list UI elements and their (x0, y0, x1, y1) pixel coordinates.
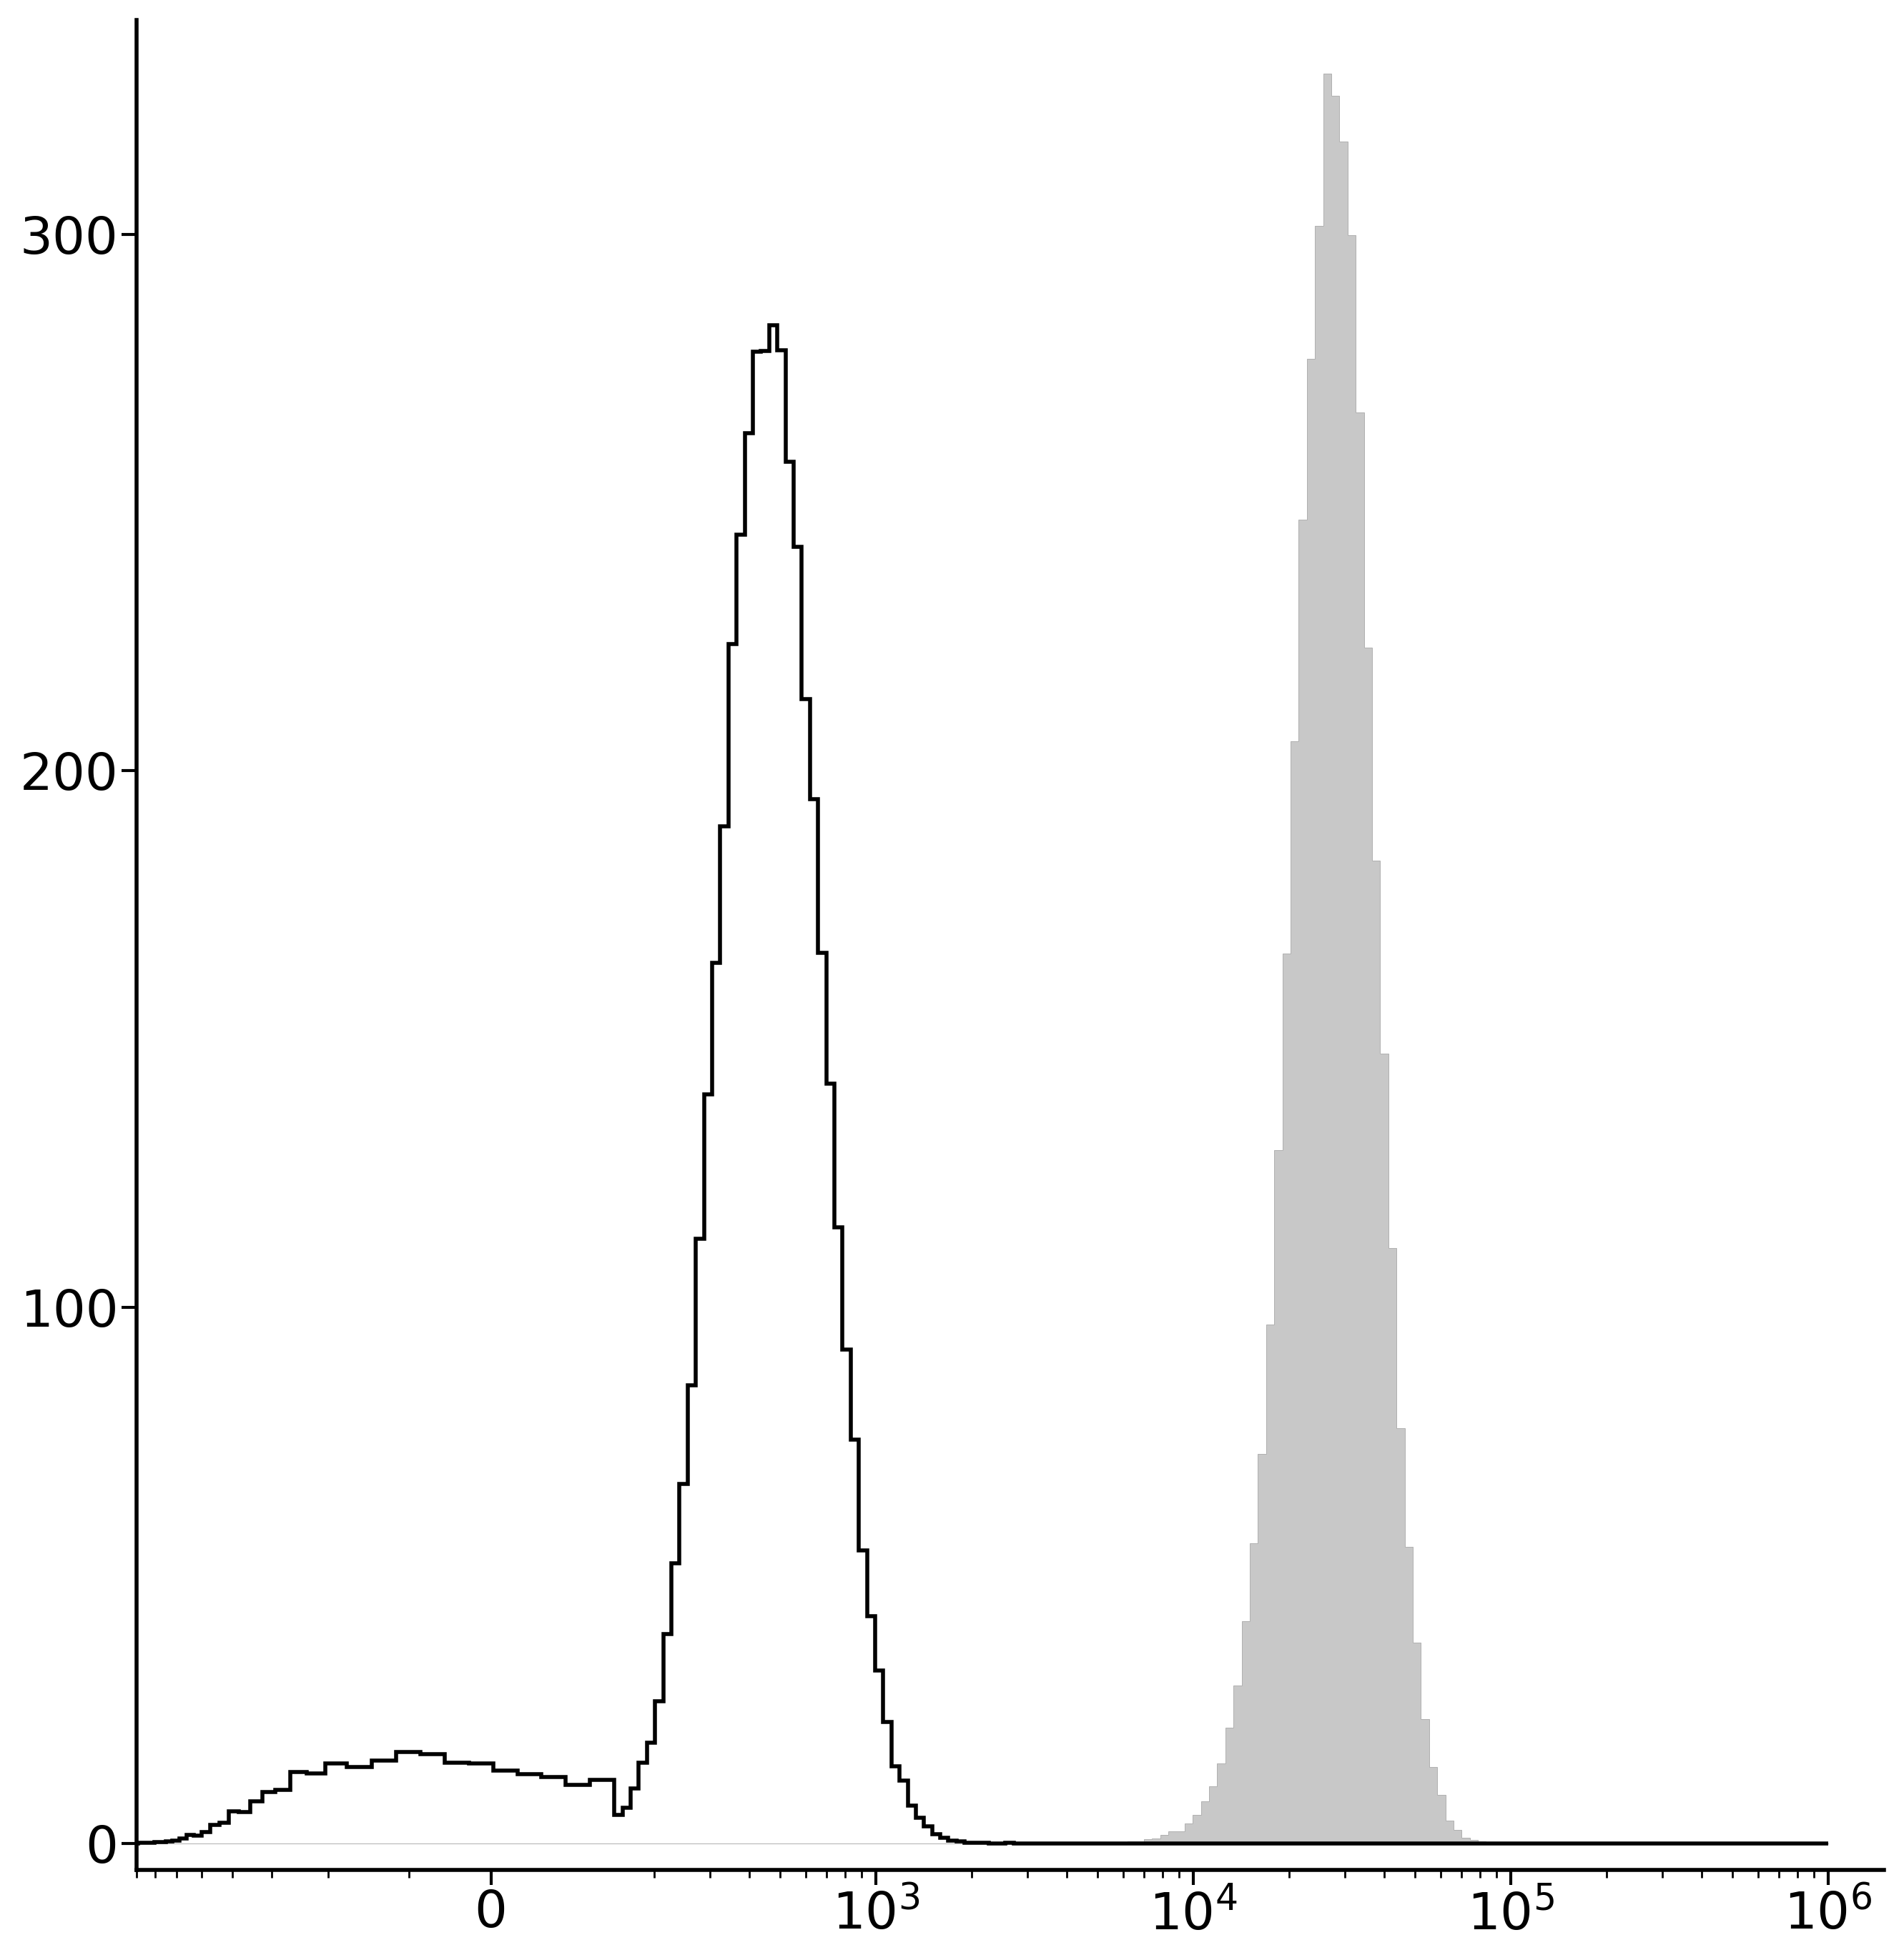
Polygon shape (107, 73, 1828, 1842)
